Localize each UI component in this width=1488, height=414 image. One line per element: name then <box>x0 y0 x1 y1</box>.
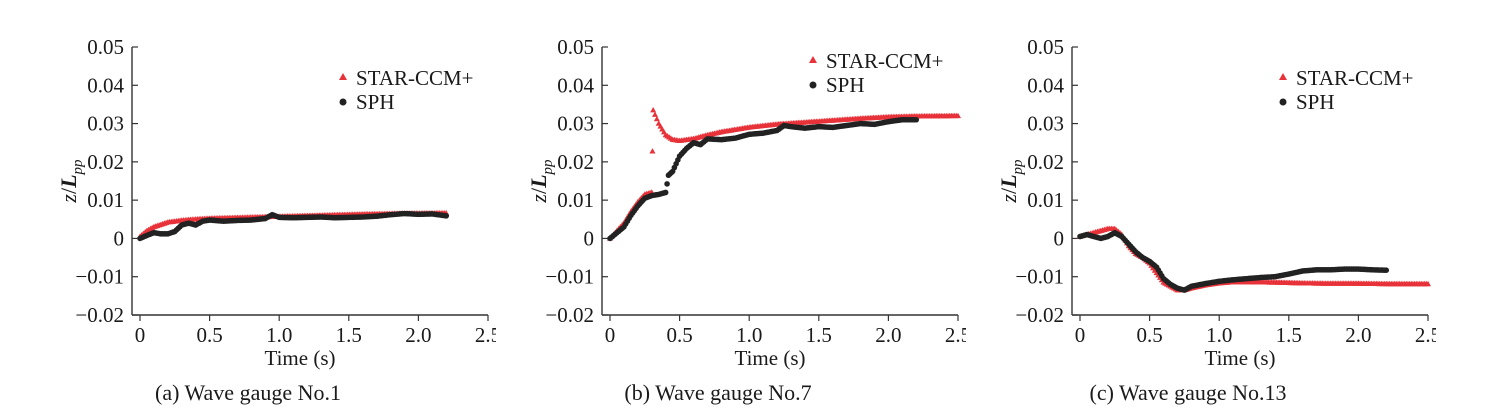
data-point-triangle <box>1425 280 1431 287</box>
data-point-circle <box>664 181 670 187</box>
x-axis-label: Time (s) <box>265 346 336 370</box>
y-tick-label: −0.02 <box>545 303 594 327</box>
y-tick-label: 0.03 <box>87 112 124 136</box>
legend-marker-sph <box>1279 98 1287 106</box>
chart-panel-b: 0 0.5 1.0 1.5 2.0 2.5 −0.02 −0.01 0 0.01 0.02 0.03 0… <box>470 0 966 414</box>
legend-label: SPH <box>1296 90 1335 114</box>
chart-panel-c: 0 0.5 1.0 1.5 2.0 2.5 −0.02 −0.01 0 0.01 0.02 0.03 0… <box>940 0 1436 414</box>
legend-label: STAR-CCM+ <box>356 66 474 90</box>
x-axis-label: Time (s) <box>1205 346 1276 370</box>
x-tick-label: 1.5 <box>1276 323 1302 347</box>
data-point-circle <box>1383 267 1390 274</box>
x-tick-label: 0 <box>135 323 146 347</box>
y-tick-label: 0 <box>584 226 595 250</box>
y-tick-label: 0 <box>114 226 125 250</box>
series-sph <box>607 116 920 242</box>
y-tick-label: 0.05 <box>1027 35 1064 59</box>
y-tick-label: 0.01 <box>87 188 124 212</box>
data-point-triangle <box>653 115 660 122</box>
data-point-circle <box>443 213 450 219</box>
data-point-circle <box>913 116 920 123</box>
data-point-triangle <box>649 148 656 154</box>
series-star-ccm- <box>1077 225 1431 293</box>
y-tick-label: 0.02 <box>1027 150 1064 174</box>
legend-marker-star-ccm <box>1279 73 1287 80</box>
data-point-triangle <box>650 106 657 113</box>
legend-marker-star-ccm <box>809 56 817 63</box>
y-tick-label: 0.05 <box>557 35 594 59</box>
y-axis-label: z/Lpp <box>526 159 556 204</box>
x-tick-label: 0.5 <box>666 323 692 347</box>
chart-b-svg: 0 0.5 1.0 1.5 2.0 2.5 −0.02 −0.01 0 0.01 0.02 0.03 0… <box>526 35 966 370</box>
y-tick-label: 0.01 <box>557 188 594 212</box>
x-tick-label: 2.0 <box>1345 323 1371 347</box>
x-tick-label: 1.0 <box>1206 323 1232 347</box>
y-tick-label: 0.02 <box>557 150 594 174</box>
y-tick-label: −0.01 <box>75 265 124 289</box>
x-tick-label: 1.0 <box>736 323 762 347</box>
y-axis-label: z/Lpp <box>56 159 86 204</box>
y-tick-label: 0.04 <box>87 73 124 97</box>
x-tick-label: 2.0 <box>405 323 431 347</box>
legend-marker-sph <box>809 81 817 89</box>
x-tick-label: 1.5 <box>806 323 832 347</box>
legend-label: STAR-CCM+ <box>1296 66 1414 90</box>
y-tick-label: −0.01 <box>545 265 594 289</box>
series-sph <box>137 210 450 242</box>
y-tick-label: 0.01 <box>1027 188 1064 212</box>
chart-c-svg: 0 0.5 1.0 1.5 2.0 2.5 −0.02 −0.01 0 0.01 0.02 0.03 0… <box>996 35 1436 370</box>
y-tick-label: 0.04 <box>557 73 594 97</box>
series-sph <box>1077 229 1390 293</box>
legend-label: SPH <box>356 90 395 114</box>
legend-marker-sph <box>339 98 347 106</box>
x-tick-label: 2.5 <box>1415 323 1436 347</box>
x-tick-label: 0.5 <box>196 323 222 347</box>
legend-label: STAR-CCM+ <box>826 49 944 73</box>
x-tick-label: 0 <box>1075 323 1086 347</box>
x-tick-label: 1.5 <box>336 323 362 347</box>
x-axis-label: Time (s) <box>735 346 806 370</box>
y-tick-label: −0.01 <box>1015 265 1064 289</box>
chart-caption-b: (b) Wave gauge No.7 <box>624 380 812 405</box>
y-tick-label: 0.03 <box>557 112 594 136</box>
chart-caption-a: (a) Wave gauge No.1 <box>155 380 341 405</box>
y-tick-label: 0.05 <box>87 35 124 59</box>
y-tick-label: 0.04 <box>1027 73 1064 97</box>
chart-panel-a: 0 0.5 1.0 1.5 2.0 2.5 −0.02 −0.01 0 0.01 0.02 0.03 0… <box>0 0 496 414</box>
y-tick-label: 0 <box>1054 226 1065 250</box>
x-tick-label: 0 <box>605 323 616 347</box>
data-point-circle <box>662 189 669 196</box>
y-tick-label: −0.02 <box>75 303 124 327</box>
chart-caption-c: (c) Wave gauge No.13 <box>1089 380 1287 405</box>
data-point-triangle <box>955 112 961 119</box>
x-tick-label: 2.5 <box>475 323 496 347</box>
legend-marker-star-ccm <box>339 73 347 80</box>
x-tick-label: 0.5 <box>1136 323 1162 347</box>
x-tick-label: 2.5 <box>945 323 966 347</box>
y-tick-label: −0.02 <box>1015 303 1064 327</box>
y-tick-label: 0.03 <box>1027 112 1064 136</box>
x-tick-label: 2.0 <box>875 323 901 347</box>
legend-label: SPH <box>826 73 865 97</box>
y-axis-label: z/Lpp <box>996 159 1026 204</box>
chart-a-svg: 0 0.5 1.0 1.5 2.0 2.5 −0.02 −0.01 0 0.01 0.02 0.03 0… <box>56 35 496 370</box>
x-tick-label: 1.0 <box>266 323 292 347</box>
data-point-triangle <box>652 111 659 117</box>
y-tick-label: 0.02 <box>87 150 124 174</box>
